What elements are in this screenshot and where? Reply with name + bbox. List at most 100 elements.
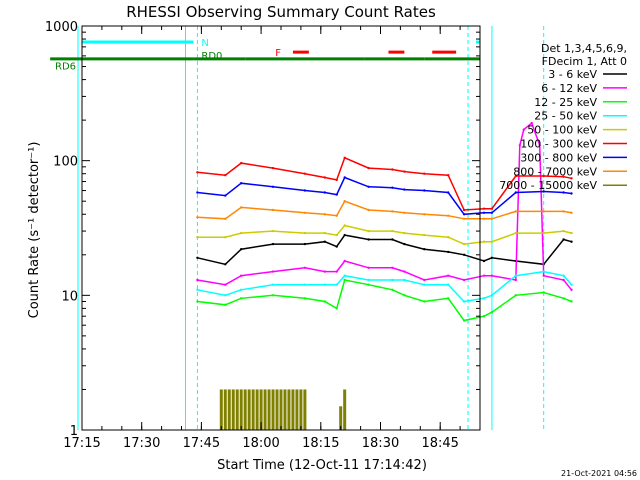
x-tick-label: 17:45 [183, 436, 220, 451]
point-25-50-kev [423, 283, 426, 286]
point-800-7000-kev [367, 208, 370, 212]
point-12-25-kev [343, 278, 346, 282]
point-6-12-kev [224, 283, 227, 286]
y-axis-label: Count Rate (s⁻¹ detector⁻¹) [27, 142, 42, 319]
point-300-800-kev [240, 182, 243, 185]
point-50-100-kev [403, 231, 406, 235]
point-800-7000-kev [240, 206, 243, 209]
legend-label: 300 - 800 keV [520, 151, 597, 164]
point-12-25-kev [514, 294, 517, 297]
point-800-7000-kev [542, 210, 545, 213]
axes: 17:15 17:30 17:45 18:00 18:15 18:30 18:45 1 10 10… [45, 20, 480, 451]
point-12-25-kev [391, 288, 394, 291]
point-25-50-kev [562, 274, 565, 277]
point-25-50-kev [224, 294, 227, 297]
point-50-100-kev [462, 242, 466, 246]
point-800-7000-kev [224, 217, 227, 220]
legend-label: 12 - 25 keV [534, 96, 597, 109]
point-6-12-kev [490, 274, 494, 277]
point-300-800-kev [490, 211, 494, 214]
point-12-25-kev [335, 307, 338, 310]
point-300-800-kev [570, 192, 573, 195]
x-tick-label: 17:15 [63, 436, 100, 451]
point-800-7000-kev [423, 213, 426, 216]
x-tick-label: 17:30 [123, 436, 160, 451]
point-50-100-kev [391, 229, 394, 233]
x-tick-label: 18:45 [421, 436, 458, 451]
point-25-50-kev [240, 288, 243, 291]
point-12-25-kev [224, 303, 227, 306]
legend-label: 3 - 6 keV [548, 68, 597, 81]
point-800-7000-kev [303, 211, 307, 214]
x-tick-label: 18:15 [302, 436, 339, 451]
point-25-50-kev [462, 300, 466, 303]
point-6-12-kev [530, 121, 533, 125]
point-6-12-kev [391, 266, 394, 269]
point-6-12-kev [570, 288, 573, 291]
point-3-6-kev [224, 263, 227, 266]
y-tick-label: 1 [70, 424, 78, 439]
point-6-12-kev [518, 144, 521, 147]
point-300-800-kev [271, 185, 275, 188]
y-tick-label: 10 [61, 289, 78, 304]
point-6-12-kev [403, 270, 406, 273]
point-3-6-kev [423, 248, 426, 251]
point-800-7000-kev [490, 217, 494, 220]
point-800-7000-kev [323, 213, 326, 216]
point-6-12-kev [196, 278, 199, 282]
point-300-800-kev [447, 191, 450, 194]
point-6-12-kev [271, 270, 275, 273]
point-300-800-kev [514, 191, 517, 194]
point-25-50-kev [196, 288, 199, 291]
point-25-50-kev [343, 274, 346, 277]
point-300-800-kev [423, 189, 426, 192]
point-3-6-kev [462, 253, 466, 256]
point-6-12-kev [423, 278, 426, 282]
point-6-12-kev [514, 278, 517, 282]
point-50-100-kev [196, 236, 199, 239]
point-3-6-kev [482, 259, 486, 263]
point-100-300-kev [482, 207, 486, 210]
series-50-100-kev [197, 224, 572, 245]
legend: Det 1,3,4,5,6,9,FDecim 1, Att 03 - 6 keV… [499, 42, 627, 192]
point-300-800-kev [542, 190, 545, 193]
point-50-100-kev [447, 236, 450, 239]
point-3-6-kev [403, 242, 406, 246]
point-800-7000-kev [391, 210, 394, 213]
point-6-12-kev [522, 128, 525, 131]
point-6-12-kev [462, 278, 466, 282]
point-12-25-kev [367, 283, 370, 286]
point-100-300-kev [447, 174, 450, 177]
point-12-25-kev [303, 297, 307, 300]
point-100-300-kev [240, 161, 243, 165]
point-12-25-kev [562, 297, 565, 300]
point-12-25-kev [403, 294, 406, 297]
point-100-300-kev [303, 172, 307, 175]
footer-timestamp: 21-Oct-2021 04:56 [561, 469, 637, 478]
point-300-800-kev [403, 188, 406, 191]
point-50-100-kev [335, 233, 338, 237]
point-50-100-kev [271, 229, 275, 233]
point-800-7000-kev [462, 217, 466, 220]
legend-label: 100 - 300 keV [520, 138, 597, 151]
point-50-100-kev [367, 229, 370, 233]
point-6-12-kev [542, 274, 545, 277]
point-300-800-kev [562, 191, 565, 194]
point-800-7000-kev [562, 210, 565, 213]
point-50-100-kev [542, 231, 545, 235]
point-300-800-kev [196, 191, 199, 194]
point-6-12-kev [303, 266, 307, 269]
point-100-300-kev [514, 174, 517, 178]
x-tick-label: 18:00 [242, 436, 279, 451]
point-25-50-kev [482, 297, 486, 300]
flag-bars: N RD6 RD0 F [50, 38, 480, 72]
series-300-800-kev [197, 176, 572, 216]
series-25-50-kev [197, 270, 573, 303]
legend-label: 6 - 12 keV [541, 82, 597, 95]
point-3-6-kev [490, 256, 494, 259]
point-12-25-kev [323, 300, 326, 303]
point-100-300-kev [490, 207, 494, 210]
point-100-300-kev [224, 174, 227, 177]
point-800-7000-kev [271, 208, 275, 212]
